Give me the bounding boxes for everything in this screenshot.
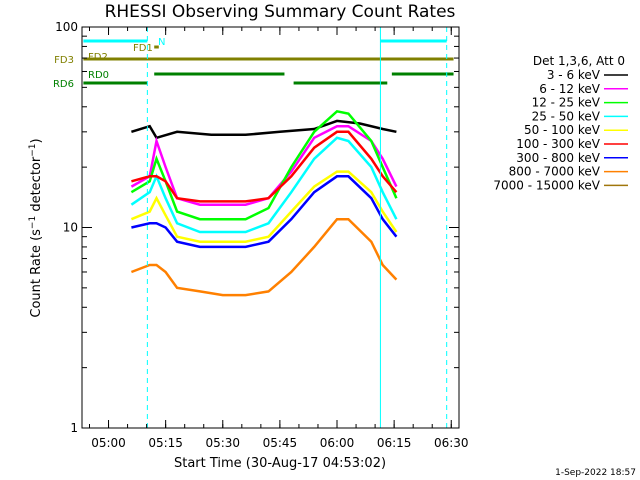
x-tick-label-5: 06:15 <box>377 436 412 450</box>
series-line-7 <box>130 217 398 297</box>
x-tick-label-4: 06:00 <box>320 436 355 450</box>
legend-header: Det 1,3,6, Att 0 <box>533 54 625 68</box>
x-axis: 05:00 05:15 05:30 05:45 06:00 06:15 06:30 <box>88 27 469 450</box>
y-tick-label-0: 1 <box>70 421 78 435</box>
flag-label-0: RD6 <box>53 79 74 90</box>
x-tick-label-3: 05:45 <box>263 436 298 450</box>
y-axis-label: Count Rate (s−1 detector−1) <box>28 138 44 317</box>
flag-label-1: RD0 <box>88 70 109 81</box>
y-axis-label-end: ) <box>29 138 44 143</box>
x-tick-label-6: 06:30 <box>434 436 469 450</box>
series-line-3 <box>130 136 398 234</box>
y-axis-label-mid: detector <box>29 156 44 216</box>
y-axis-label-sup-2: −1 <box>28 143 38 156</box>
flag-label-5: N <box>158 37 165 48</box>
chart-title: RHESSI Observing Summary Count Rates <box>105 2 456 22</box>
x-tick-label-0: 05:00 <box>91 436 126 450</box>
series-line-0 <box>131 119 397 140</box>
x-tick-label-1: 05:15 <box>148 436 183 450</box>
observing-flags: RD6 RD0 FD3 FD2 FD1 N <box>53 37 454 90</box>
flag-label-2: FD3 <box>54 55 74 66</box>
y-axis: 1 10 100 <box>55 20 459 435</box>
legend-label-1: 6 - 12 keV <box>539 82 601 96</box>
legend-label-0: 3 - 6 keV <box>547 68 601 82</box>
y-tick-label-1: 10 <box>63 221 78 235</box>
legend-label-3: 25 - 50 keV <box>532 109 601 123</box>
plot-frame <box>81 26 460 429</box>
y-axis-label-sup-1: −1 <box>28 216 38 229</box>
date-stamp: 1-Sep-2022 18:57 <box>555 468 636 478</box>
series-line-6 <box>131 175 398 249</box>
legend-label-5: 100 - 300 keV <box>516 137 600 151</box>
y-axis-label-main: Count Rate (s <box>29 229 44 318</box>
legend-label-7: 800 - 7000 keV <box>509 165 601 179</box>
flag-label-3: FD2 <box>88 52 108 63</box>
legend-label-4: 50 - 100 keV <box>524 123 601 137</box>
x-tick-label-2: 05:30 <box>205 436 240 450</box>
series-line-1 <box>130 124 398 206</box>
legend-label-8: 7000 - 15000 keV <box>493 178 600 192</box>
legend-label-6: 300 - 800 keV <box>516 151 600 165</box>
series-line-5 <box>131 130 398 203</box>
series-line-4 <box>130 170 398 243</box>
vertical-markers <box>146 27 448 428</box>
series-lines <box>130 109 398 297</box>
series-line-2 <box>130 109 398 221</box>
legend-label-2: 12 - 25 keV <box>532 96 601 110</box>
flag-label-4: FD1 <box>133 43 153 54</box>
x-axis-label: Start Time (30-Aug-17 04:53:02) <box>174 456 386 471</box>
y-tick-label-2: 100 <box>55 20 78 34</box>
